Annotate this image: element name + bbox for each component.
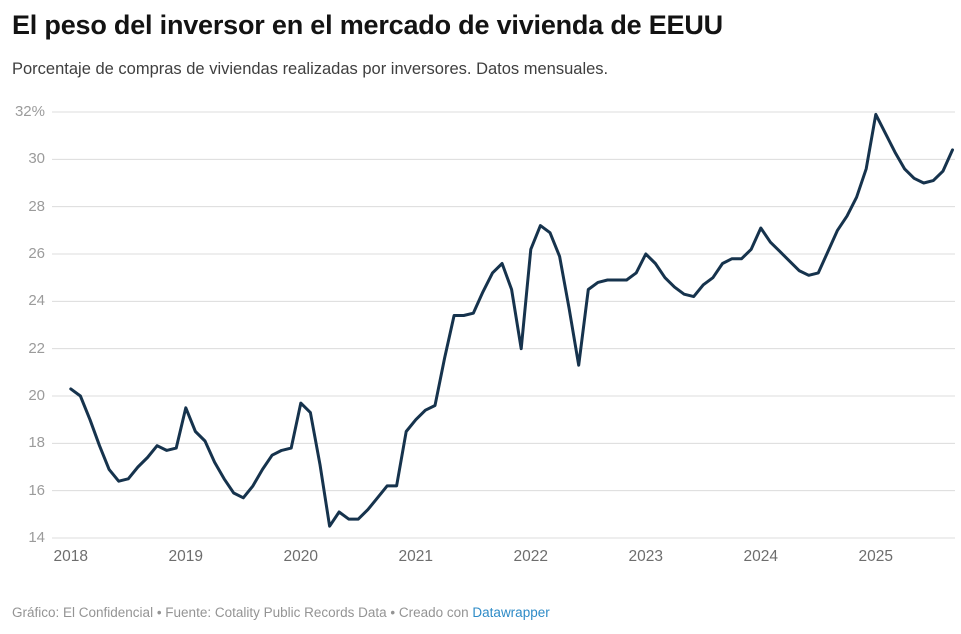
chart-footer: Gráfico: El Confidencial • Fuente: Cotal…	[12, 605, 952, 620]
x-axis-tick-label: 2024	[743, 548, 779, 565]
y-axis-tick-label: 18	[28, 434, 45, 452]
x-axis-tick-label: 2018	[53, 548, 89, 565]
y-axis-tick-label: 30	[28, 150, 45, 168]
x-axis-tick-label: 2025	[858, 548, 894, 565]
x-axis-tick-label: 2022	[513, 548, 549, 565]
chart-title: El peso del inversor en el mercado de vi…	[12, 10, 723, 40]
trend-line[interactable]	[69, 112, 954, 528]
chart-subtitle: Porcentaje de compras de viviendas reali…	[12, 60, 609, 78]
y-axis-tick-label: 28	[28, 197, 45, 215]
x-axis-tick-label: 2019	[168, 548, 204, 565]
y-axis-tick-label: 26	[28, 245, 45, 262]
footer-credit-text: Gráfico: El Confidencial • Fuente: Cotal…	[12, 605, 473, 620]
y-axis-tick-label: 20	[28, 387, 45, 404]
x-axis-tick-label: 2023	[628, 548, 664, 565]
x-axis-tick-label: 2021	[398, 548, 434, 565]
y-axis-tick-label: 32%	[14, 103, 45, 120]
x-axis-tick-label: 2020	[283, 548, 319, 565]
datawrapper-link[interactable]: Datawrapper	[472, 605, 550, 620]
y-axis-tick-label: 16	[28, 481, 45, 499]
y-axis-tick-label: 14	[28, 529, 45, 546]
y-axis-tick-label: 24	[28, 292, 45, 310]
y-axis-tick-label: 22	[28, 339, 45, 357]
